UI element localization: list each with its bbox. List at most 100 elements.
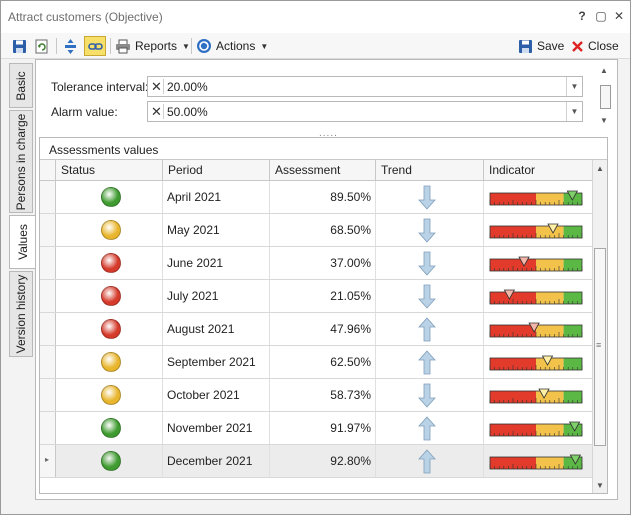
close-button[interactable]: Close [571, 37, 619, 55]
save-label: Save [537, 39, 565, 53]
row-indicator-cell[interactable] [40, 214, 56, 246]
values-panel: Tolerance interval: ✕ 20.00% ▼ Alarm val… [35, 59, 618, 500]
assessment-cell: 89.50% [270, 181, 376, 213]
form-scrollbar[interactable]: ▲ ▼ [598, 64, 613, 128]
header-status[interactable]: Status [56, 160, 163, 181]
status-green-light-icon [101, 451, 121, 471]
chevron-down-icon[interactable]: ▼ [566, 102, 582, 121]
save-disk-button[interactable] [12, 37, 27, 55]
alarm-field[interactable]: ✕ 50.00% ▼ [147, 101, 583, 122]
indicator-marker [566, 190, 579, 201]
indicator-cell [484, 412, 592, 444]
indicator-gauge [489, 355, 583, 371]
table-row[interactable]: September 2021 62.50% [40, 346, 592, 379]
close-label: Close [588, 39, 619, 53]
field-divider [163, 79, 164, 94]
indicator-cell [484, 181, 592, 213]
indicator-gauge [489, 289, 583, 305]
row-indicator-cell[interactable] [40, 412, 56, 444]
tab-version-history[interactable]: Version history [9, 271, 33, 357]
close-window-button[interactable]: ✕ [613, 9, 625, 23]
table-row[interactable]: June 2021 37.00% [40, 247, 592, 280]
assessment-cell: 21.05% [270, 280, 376, 312]
floppy-disk-icon [519, 39, 532, 53]
reports-menu-button[interactable]: Reports ▼ [115, 37, 190, 55]
row-indicator-cell[interactable] [40, 181, 56, 213]
scroll-down-icon[interactable]: ▼ [600, 116, 608, 125]
scroll-down-icon[interactable]: ▼ [596, 481, 604, 490]
header-indicator[interactable]: Indicator [489, 163, 536, 177]
alarm-label: Alarm value: [51, 105, 118, 119]
link-button[interactable] [84, 36, 106, 56]
tab-values-label: Values [16, 224, 30, 260]
row-indicator-cell[interactable] [40, 346, 56, 378]
actions-label: Actions [216, 39, 256, 53]
trend-up-arrow-icon [418, 449, 436, 474]
header-assessment[interactable]: Assessment [270, 160, 376, 181]
tab-persons-in-charge[interactable]: Persons in charge [9, 110, 33, 213]
refresh-button[interactable] [34, 37, 49, 55]
status-cell [56, 280, 163, 312]
row-indicator-cell[interactable] [40, 313, 56, 345]
navigate-button[interactable] [63, 37, 78, 55]
status-yellow-light-icon [101, 220, 121, 240]
trend-down-arrow-icon [418, 218, 436, 243]
tolerance-label: Tolerance interval: [51, 80, 149, 94]
indicator-marker [538, 388, 550, 399]
status-cell [56, 313, 163, 345]
scroll-up-icon[interactable]: ▲ [596, 164, 604, 173]
chevron-down-icon[interactable]: ▼ [566, 77, 582, 96]
reports-label: Reports [135, 39, 178, 53]
table-row[interactable]: April 2021 89.50% [40, 181, 592, 214]
trend-cell [376, 412, 484, 444]
status-red-light-icon [101, 319, 121, 339]
header-trend[interactable]: Trend [376, 160, 484, 181]
table-row[interactable]: May 2021 68.50% [40, 214, 592, 247]
table-row[interactable]: July 2021 21.05% [40, 280, 592, 313]
assessment-cell: 47.96% [270, 313, 376, 345]
scroll-thumb[interactable] [594, 248, 606, 446]
trend-up-arrow-icon [418, 416, 436, 441]
grid-scrollbar[interactable]: ▲ ≡ ▼ [592, 160, 607, 493]
clear-icon[interactable]: ✕ [151, 104, 162, 119]
header-period[interactable]: Period [163, 160, 270, 181]
status-yellow-light-icon [101, 385, 121, 405]
help-button[interactable]: ? [578, 9, 586, 23]
assessment-cell: 58.73% [270, 379, 376, 411]
trend-down-arrow-icon [418, 284, 436, 309]
toolbar-separator [110, 38, 111, 54]
restore-button[interactable]: ▢ [595, 9, 607, 23]
indicator-cell [484, 313, 592, 345]
header-indicator-cell [40, 160, 56, 181]
table-row[interactable]: August 2021 47.96% [40, 313, 592, 346]
tab-basic[interactable]: Basic [9, 63, 33, 108]
row-indicator-cell[interactable] [40, 379, 56, 411]
tolerance-row: Tolerance interval: ✕ 20.00% ▼ [36, 76, 596, 98]
actions-menu-button[interactable]: Actions ▼ [196, 37, 268, 55]
period-cell: November 2021 [163, 412, 270, 444]
table-row[interactable]: October 2021 58.73% [40, 379, 592, 412]
floppy-disk-icon [13, 39, 26, 53]
status-cell [56, 247, 163, 279]
period-cell: April 2021 [163, 181, 270, 213]
save-button[interactable]: Save [518, 37, 564, 55]
table-row[interactable]: November 2021 91.97% [40, 412, 592, 445]
row-indicator-cell[interactable] [40, 247, 56, 279]
scroll-up-icon[interactable]: ▲ [600, 66, 608, 75]
grid-header: Status Period Assessment Trend Indicator [40, 160, 592, 181]
indicator-marker [518, 256, 530, 267]
row-indicator-cell[interactable] [40, 280, 56, 312]
table-row[interactable]: ▸ December 2021 92.80% [40, 445, 592, 478]
tab-values[interactable]: Values [9, 215, 36, 269]
assessments-grid: Status Period Assessment Trend Indicator… [40, 159, 607, 493]
clear-icon[interactable]: ✕ [151, 79, 162, 94]
alarm-row: Alarm value: ✕ 50.00% ▼ [36, 101, 596, 123]
splitter-grip[interactable]: ..... [319, 128, 338, 139]
period-cell: June 2021 [163, 247, 270, 279]
status-green-light-icon [101, 187, 121, 207]
toolbar: Reports ▼ Actions ▼ Save Close [1, 33, 630, 59]
row-indicator-cell[interactable]: ▸ [40, 445, 56, 477]
indicator-gauge [489, 454, 583, 470]
scroll-thumb[interactable] [600, 85, 611, 109]
tolerance-field[interactable]: ✕ 20.00% ▼ [147, 76, 583, 97]
